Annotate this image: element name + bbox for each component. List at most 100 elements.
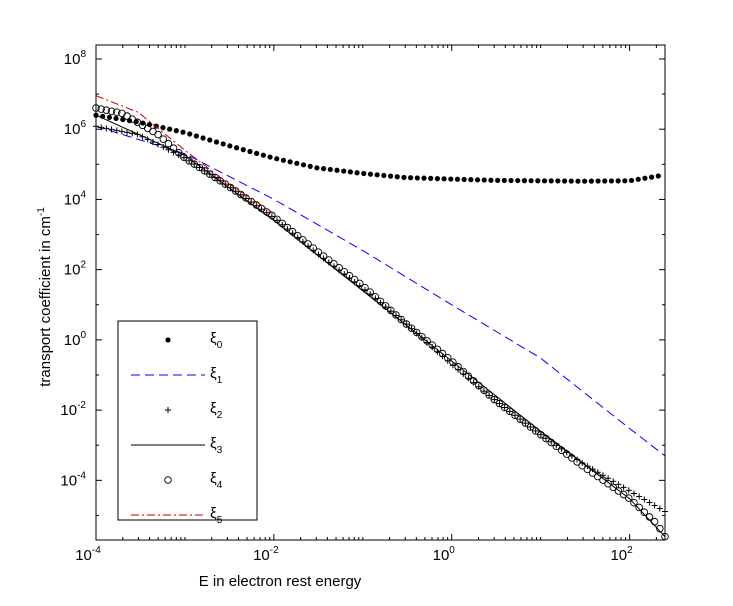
- data-point: [293, 232, 302, 240]
- data-point: [622, 178, 628, 184]
- data-point: [480, 388, 487, 395]
- data-point: [387, 306, 395, 315]
- data-point: [164, 139, 173, 148]
- data-point: [423, 337, 431, 345]
- data-point: [97, 105, 105, 113]
- data-point: [521, 419, 530, 427]
- data-point: [206, 170, 214, 178]
- data-point: [511, 411, 519, 420]
- data-point: [636, 493, 643, 500]
- data-point: [578, 461, 586, 470]
- data-point: [366, 288, 374, 296]
- data-point: [588, 178, 594, 184]
- data-point: [421, 175, 427, 181]
- data-point: [407, 324, 416, 333]
- x-axis-label: E in electron rest energy: [199, 573, 362, 590]
- data-point: [428, 175, 434, 181]
- data-point: [501, 177, 507, 184]
- data-point: [356, 279, 364, 288]
- data-point: [237, 190, 245, 199]
- data-point: [361, 286, 368, 293]
- data-point: [185, 157, 193, 165]
- data-point: [371, 292, 380, 301]
- data-point: [175, 148, 183, 157]
- data-point: [112, 108, 121, 117]
- data-point: [495, 399, 504, 408]
- data-point: [537, 431, 544, 438]
- data-point: [532, 427, 539, 434]
- data-point: [374, 172, 380, 178]
- data-point: [103, 125, 110, 132]
- data-point: [325, 256, 333, 264]
- data-point: [625, 494, 633, 502]
- data-point: [480, 386, 488, 395]
- data-point: [211, 173, 219, 182]
- data-point: [180, 153, 188, 162]
- legend-label: ξ2: [210, 400, 223, 421]
- data-point: [361, 170, 367, 177]
- data-point: [154, 130, 162, 139]
- y-tick-label: 106: [64, 119, 87, 138]
- data-point: [506, 407, 514, 416]
- x-tick-label: 100: [433, 545, 456, 564]
- data-point: [146, 121, 153, 128]
- data-point: [113, 127, 120, 134]
- data-point: [118, 128, 125, 135]
- data-point: [610, 478, 617, 485]
- data-point: [307, 163, 313, 169]
- data-point: [412, 328, 421, 337]
- data-point: [283, 223, 292, 232]
- data-point: [408, 175, 414, 181]
- data-point: [438, 349, 447, 358]
- data-point: [496, 400, 503, 407]
- data-point: [262, 208, 271, 216]
- legend-item-5: ξ5: [131, 505, 223, 526]
- data-point: [561, 178, 568, 184]
- data-point: [397, 315, 405, 324]
- data-point: [394, 174, 400, 180]
- data-point: [635, 503, 643, 512]
- data-point: [461, 176, 467, 183]
- data-point: [490, 395, 499, 404]
- data-point: [448, 176, 454, 182]
- series-layer: [92, 95, 669, 541]
- data-point: [160, 125, 166, 131]
- data-point: [340, 267, 349, 276]
- data-point: [537, 431, 545, 439]
- data-point: [107, 107, 116, 115]
- data-point: [568, 454, 576, 462]
- data-point: [646, 499, 653, 506]
- data-point: [200, 135, 206, 141]
- data-point: [552, 442, 561, 451]
- data-point: [260, 152, 266, 158]
- data-point: [501, 404, 508, 411]
- data-point: [314, 248, 323, 256]
- data-point: [464, 372, 473, 380]
- data-point: [288, 227, 297, 236]
- data-point: [548, 178, 554, 184]
- data-point: [517, 416, 524, 423]
- data-point: [469, 377, 478, 385]
- data-point: [650, 517, 659, 526]
- data-point: [495, 177, 501, 183]
- data-point: [180, 129, 186, 135]
- data-point: [381, 302, 390, 310]
- data-point: [376, 297, 385, 306]
- data-point: [345, 271, 354, 280]
- data-point: [327, 166, 333, 173]
- data-point: [200, 167, 209, 175]
- data-point: [334, 167, 340, 173]
- data-point: [543, 435, 550, 442]
- data-point: [486, 392, 493, 399]
- y-axis-label-superscript: -1: [36, 207, 47, 216]
- data-point: [273, 215, 281, 224]
- legend-marker: [165, 337, 171, 343]
- data-point: [367, 171, 374, 177]
- data-point: [465, 375, 472, 382]
- data-point: [314, 165, 320, 171]
- data-point: [619, 490, 628, 499]
- data-point: [527, 423, 534, 430]
- data-point: [488, 177, 494, 183]
- data-point: [575, 178, 581, 184]
